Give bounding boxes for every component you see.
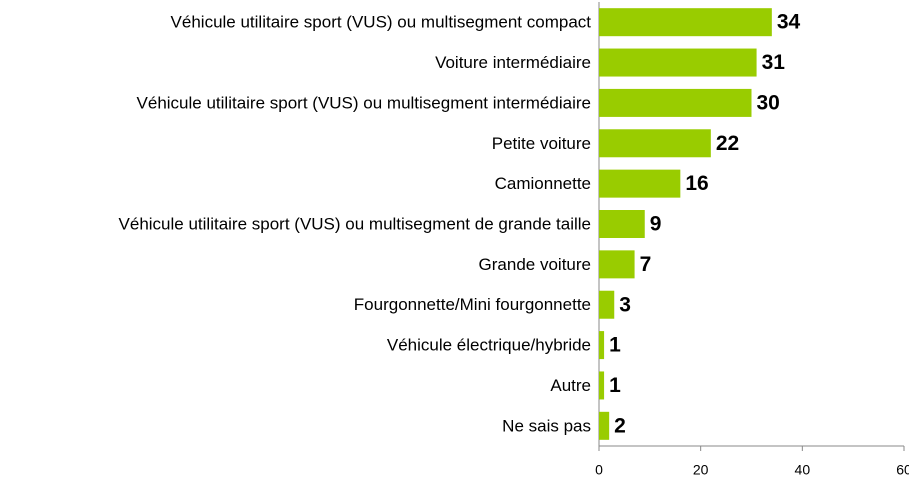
value-label: 1 xyxy=(609,334,621,357)
bar xyxy=(599,250,635,279)
bar xyxy=(599,290,615,319)
bar xyxy=(599,48,757,77)
y-tick-label: Véhicule utilitaire sport (VUS) ou multi… xyxy=(171,13,592,32)
bar xyxy=(599,129,711,158)
bar xyxy=(599,8,772,37)
y-tick-label: Fourgonnette/Mini fourgonnette xyxy=(354,295,591,314)
value-label: 22 xyxy=(716,132,739,155)
y-tick-label: Petite voiture xyxy=(492,134,591,153)
value-label: 1 xyxy=(609,374,621,397)
value-label: 9 xyxy=(650,213,662,236)
x-tick-label: 20 xyxy=(693,462,709,478)
x-tick-label: 40 xyxy=(795,462,811,478)
y-tick-label: Véhicule électrique/hybride xyxy=(387,336,591,355)
value-label: 16 xyxy=(685,172,708,195)
y-tick-label: Autre xyxy=(550,376,591,395)
value-label: 7 xyxy=(640,253,652,276)
y-tick-label: Véhicule utilitaire sport (VUS) ou multi… xyxy=(137,93,591,112)
x-tick-label: 0 xyxy=(595,462,603,478)
x-tick-label: 60 xyxy=(896,462,909,478)
value-label: 30 xyxy=(757,91,780,114)
bar xyxy=(599,411,610,440)
value-label: 31 xyxy=(762,51,786,74)
value-label: 2 xyxy=(614,414,626,437)
y-tick-label: Véhicule utilitaire sport (VUS) ou multi… xyxy=(119,214,591,233)
value-label: 34 xyxy=(777,11,801,34)
y-tick-label: Camionnette xyxy=(495,174,591,193)
y-tick-label: Grande voiture xyxy=(479,255,591,274)
y-tick-label: Ne sais pas xyxy=(502,416,591,435)
y-tick-label: Voiture intermédiaire xyxy=(435,53,591,72)
bar xyxy=(599,88,752,117)
bar xyxy=(599,371,605,400)
bar xyxy=(599,169,681,198)
value-label: 3 xyxy=(619,293,631,316)
bar xyxy=(599,331,605,360)
bar xyxy=(599,210,645,238)
